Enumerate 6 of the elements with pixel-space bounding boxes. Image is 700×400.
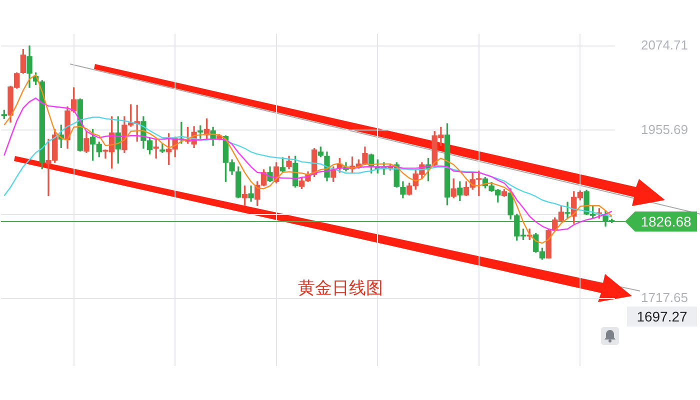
ref-line-label: 1826.68 xyxy=(640,213,692,230)
y-tick-label: 1955.69 xyxy=(641,122,688,137)
y-tick-label: 1717.65 xyxy=(641,290,688,306)
y-tick-label: 2074.71 xyxy=(641,38,688,53)
text: 黄金日线图 xyxy=(298,278,384,299)
text: 1697.27 xyxy=(636,308,688,324)
